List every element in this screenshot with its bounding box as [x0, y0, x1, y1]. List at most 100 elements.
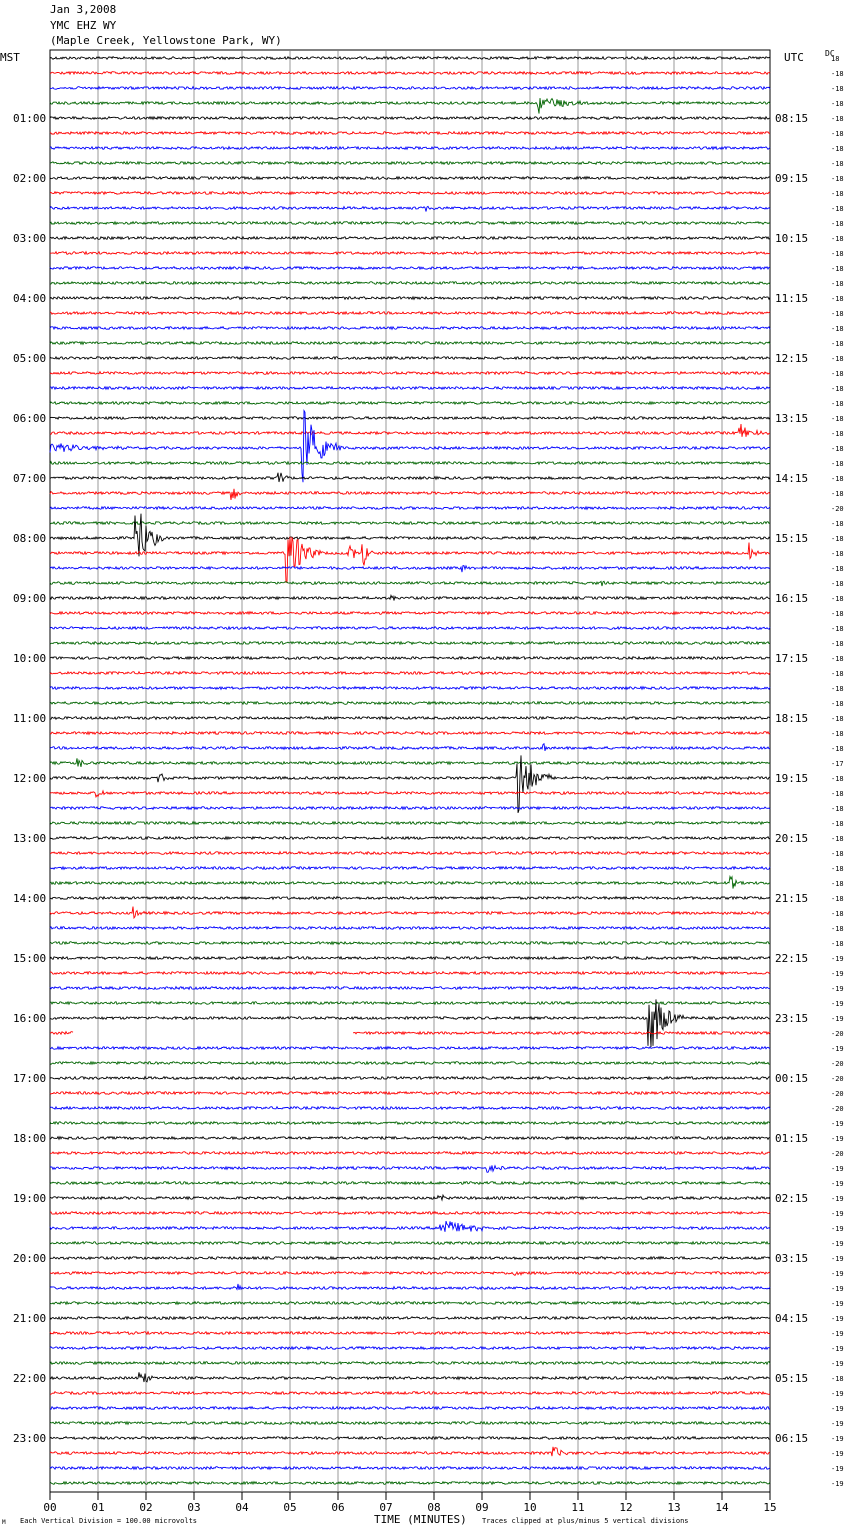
- dc-offset-label: -18: [831, 295, 844, 303]
- dc-offset-label: -19: [831, 1165, 844, 1173]
- seismic-trace: [49, 1372, 771, 1383]
- right-hour-label: 21:15: [775, 892, 808, 905]
- right-hour-label: 18:15: [775, 712, 808, 725]
- dc-offset-label: -18: [831, 775, 844, 783]
- seismic-trace: [49, 423, 770, 437]
- dc-offset-label: -20: [831, 505, 844, 513]
- seismic-trace: [49, 408, 771, 483]
- seismic-trace: [49, 730, 771, 736]
- seismic-trace: [49, 820, 771, 826]
- seismic-trace: [49, 520, 771, 526]
- seismic-trace: [49, 1030, 771, 1036]
- left-hour-label: 12:00: [13, 772, 46, 785]
- seismic-trace: [49, 1045, 771, 1051]
- dc-offset-label: -17: [831, 760, 844, 768]
- dc-header-label: DC: [825, 49, 835, 58]
- left-hour-label: 11:00: [13, 712, 46, 725]
- dc-offset-label: -19: [831, 1015, 844, 1023]
- corner-mark: M: [2, 1519, 6, 1526]
- seismic-trace: [49, 265, 771, 271]
- dc-offset-label: -20: [831, 1060, 844, 1068]
- seismic-trace: [49, 940, 771, 946]
- right-hour-label: 15:15: [775, 532, 808, 545]
- left-hour-label: 21:00: [13, 1312, 46, 1325]
- station-name: YMC EHZ WY: [50, 19, 117, 32]
- dc-offset-label: -18: [831, 175, 844, 183]
- left-hour-label: 16:00: [13, 1012, 46, 1025]
- dc-offset-label: -19: [831, 1180, 844, 1188]
- x-tick-label: 02: [139, 1501, 152, 1514]
- seismic-trace: [49, 625, 771, 631]
- seismic-trace: [49, 1000, 771, 1006]
- right-hour-label: 11:15: [775, 292, 808, 305]
- seismic-trace: [49, 145, 771, 151]
- dc-offset-label: -18: [831, 310, 844, 318]
- seismic-trace: [49, 1105, 771, 1111]
- dc-offset-label: -19: [831, 1420, 844, 1428]
- seismic-trace: [49, 670, 771, 676]
- left-hour-label: 23:00: [13, 1432, 46, 1445]
- seismic-trace: [49, 400, 771, 406]
- time-grid: [49, 49, 771, 1493]
- dc-offset-label: -18: [831, 385, 844, 393]
- seismic-trace: [49, 755, 771, 814]
- dc-offset-label: -19: [831, 1195, 844, 1203]
- dc-offset-label: -18: [831, 820, 844, 828]
- seismic-trace: [49, 1283, 771, 1291]
- seismic-trace: [49, 1090, 771, 1096]
- seismic-trace: [49, 513, 771, 557]
- dc-offset-label: -20: [831, 1150, 844, 1158]
- seismic-trace: [49, 895, 771, 901]
- dc-offset-label: -18: [831, 115, 844, 123]
- dc-offset-label: -18: [831, 610, 844, 618]
- seismic-trace: [49, 250, 771, 256]
- dc-offset-label: -18: [831, 220, 844, 228]
- dc-offset-label: -18: [831, 190, 844, 198]
- seismic-trace: [49, 295, 771, 301]
- dc-offset-label: -19: [831, 1240, 844, 1248]
- x-tick-label: 06: [331, 1501, 344, 1514]
- seismic-trace: [49, 1446, 771, 1457]
- left-hour-label: 06:00: [13, 412, 46, 425]
- dc-offset-label: -18: [831, 70, 844, 78]
- right-hour-label: 00:15: [775, 1072, 808, 1085]
- dc-offset-label: -19: [831, 1045, 844, 1053]
- seismic-trace: [49, 340, 771, 346]
- dc-offset-label: -19: [831, 1330, 844, 1338]
- seismic-trace: [49, 1120, 771, 1126]
- seismic-trace: [49, 1420, 771, 1426]
- seismic-trace: [49, 536, 771, 583]
- dc-offset-label: -19: [831, 1225, 844, 1233]
- seismic-trace: [49, 865, 771, 871]
- x-tick-label: 07: [379, 1501, 392, 1514]
- seismic-trace: [49, 370, 771, 376]
- seismic-trace: [49, 874, 771, 889]
- dc-offset-label: -18: [831, 325, 844, 333]
- right-hour-label: 17:15: [775, 652, 808, 665]
- axis-labels: 00 01 02 03 04 05 06 07 08 09 10 11 12 13 14 15 18 -18 -18…: [13, 55, 844, 1514]
- seismic-trace: [49, 1180, 771, 1186]
- seismic-trace: [49, 700, 771, 706]
- seismic-trace: [49, 835, 771, 841]
- seismic-trace: [49, 1060, 770, 1066]
- dc-offset-label: -18: [831, 565, 844, 573]
- x-tick-label: 15: [763, 1501, 776, 1514]
- seismic-trace: [49, 1345, 771, 1351]
- left-hour-label: 05:00: [13, 352, 46, 365]
- left-timezone-label: MST: [0, 51, 20, 64]
- dc-offset-label: -19: [831, 1435, 844, 1443]
- left-hour-label: 15:00: [13, 952, 46, 965]
- seismic-trace: [49, 1270, 771, 1277]
- seismic-trace: [49, 160, 771, 166]
- plot-date: Jan 3,2008: [50, 3, 117, 16]
- seismic-trace: [49, 1075, 771, 1081]
- left-hour-label: 18:00: [13, 1132, 46, 1145]
- left-hour-label: 10:00: [13, 652, 46, 665]
- dc-offset-label: -18: [831, 880, 844, 888]
- seismic-traces: [49, 55, 771, 1486]
- right-hour-label: 06:15: [775, 1432, 808, 1445]
- seismic-trace: [49, 685, 771, 691]
- x-tick-label: 01: [91, 1501, 104, 1514]
- dc-offset-label: -18: [831, 160, 844, 168]
- dc-offset-label: -18: [831, 205, 844, 213]
